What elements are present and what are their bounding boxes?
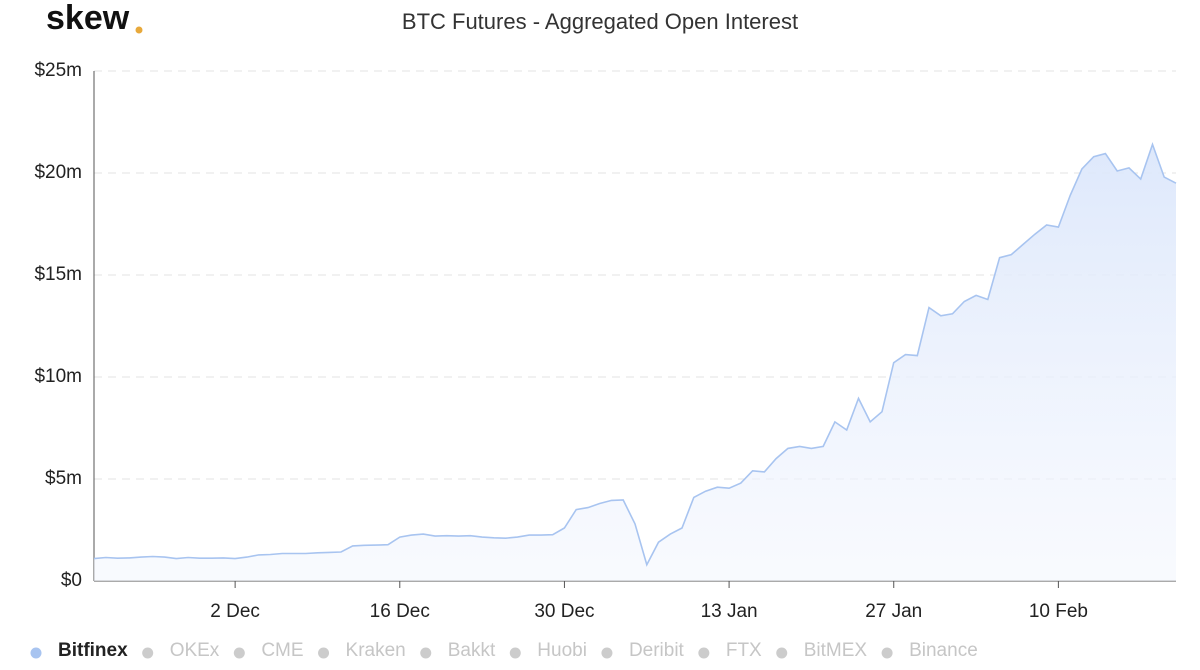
y-tick-label: $25m [34, 60, 82, 81]
legend-dot [233, 647, 245, 659]
y-tick-label: $0 [61, 570, 82, 591]
legend-item: Deribit [601, 640, 685, 661]
y-tick-label: $5m [45, 468, 82, 489]
chart-title: BTC Futures - Aggregated Open Interest [402, 9, 798, 34]
legend-label: Huobi [537, 640, 587, 661]
y-tick-label: $15m [34, 264, 82, 285]
legend-label: Bitfinex [58, 640, 128, 661]
legend-label: OKEx [170, 640, 220, 661]
legend-item: Bitfinex [30, 640, 128, 661]
legend-item: Huobi [509, 640, 587, 661]
x-tick-label: 27 Jan [865, 601, 922, 622]
legend-item: Bakkt [420, 640, 496, 661]
y-tick-label: $10m [34, 366, 82, 387]
legend-label: Kraken [346, 640, 406, 661]
legend-dot [509, 647, 521, 659]
legend-item: Kraken [318, 640, 406, 661]
legend-label: Deribit [629, 640, 685, 661]
area-line [93, 141, 1177, 567]
legend-label: BitMEX [804, 640, 868, 661]
y-tick-label: $20m [34, 162, 82, 183]
legend-dot [142, 647, 154, 659]
legend-label: CME [261, 640, 303, 661]
x-tick-label: 16 Dec [370, 601, 430, 622]
x-tick-label: 30 Dec [534, 601, 594, 622]
x-tick-label: 13 Jan [701, 601, 758, 622]
legend-label: Bakkt [448, 640, 496, 661]
legend-item: CME [233, 640, 304, 661]
legend-item: BitMEX [776, 640, 867, 661]
legend-dot [698, 647, 710, 659]
legend-item: OKEx [142, 640, 220, 661]
legend-item: Binance [881, 640, 978, 661]
area-fill [94, 144, 1176, 581]
legend-dot [776, 647, 788, 659]
x-tick-label: 2 Dec [210, 601, 260, 622]
legend-dot [30, 647, 42, 659]
brand-dot [135, 26, 143, 34]
legend-dot [601, 647, 613, 659]
legend-dot [420, 647, 432, 659]
brand-logo: skew [46, 0, 130, 37]
legend-label: FTX [726, 640, 762, 661]
legend-dot [881, 647, 893, 659]
x-tick-label: 10 Feb [1029, 601, 1088, 622]
legend-label: Binance [909, 640, 978, 661]
legend-dot [318, 647, 330, 659]
legend-item: FTX [698, 640, 762, 661]
